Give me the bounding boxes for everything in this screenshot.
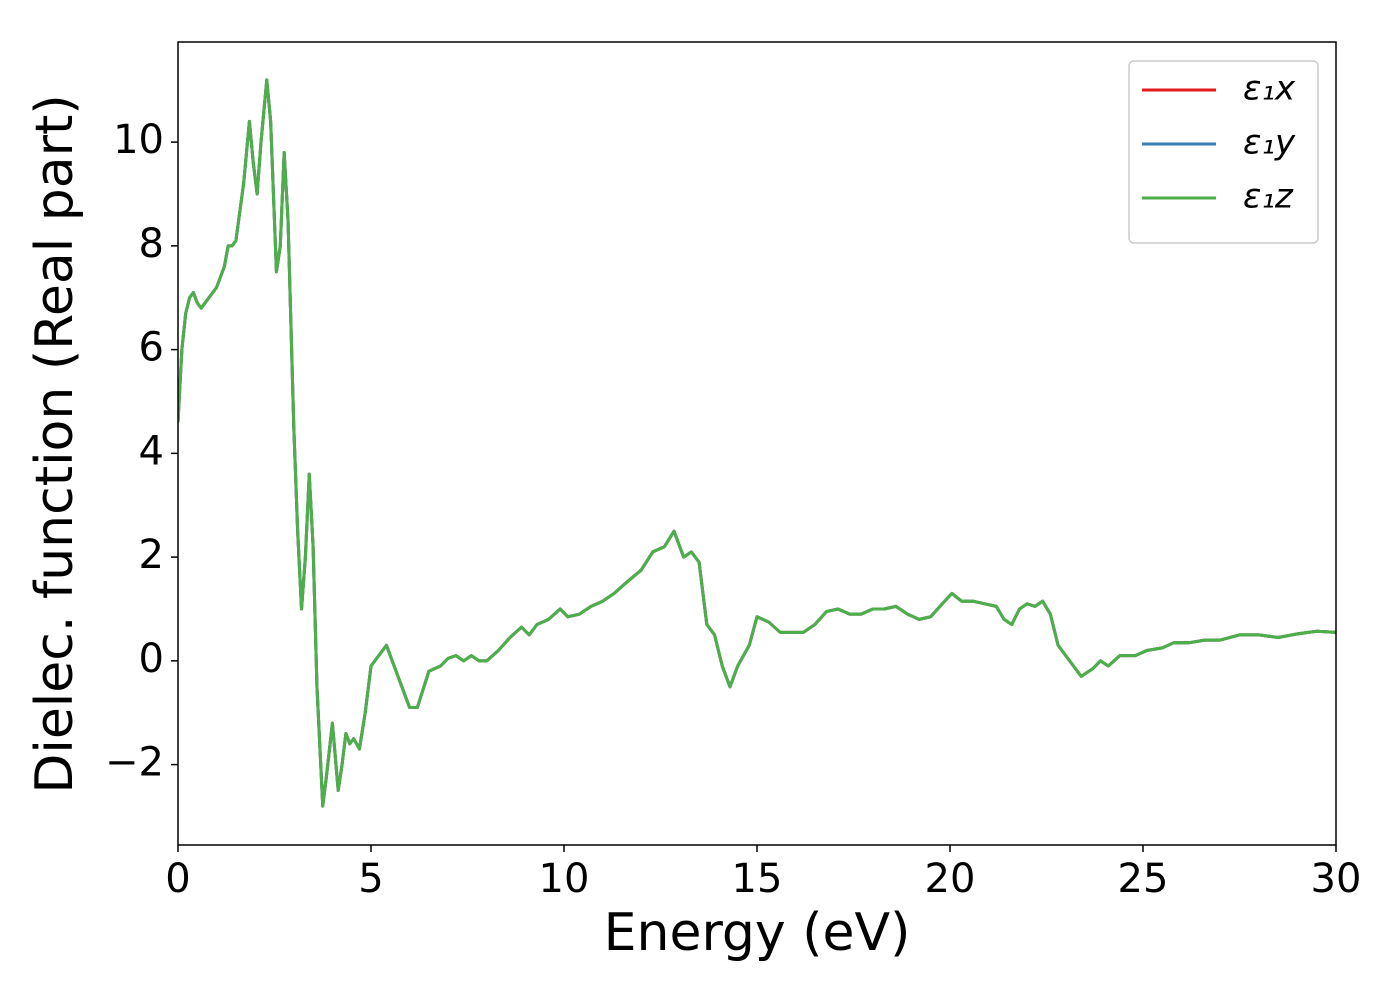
x-tick-label: 5 [358,856,383,902]
y-axis-label: Dielec. function (Real part) [25,94,85,793]
y-tick-label: 0 [139,636,164,682]
x-tick-label: 30 [1311,856,1362,902]
y-tick-label: −2 [105,740,164,786]
y-tick-label: 2 [139,532,164,578]
y-tick-label: 8 [139,221,164,267]
plot-frame [177,41,1337,846]
legend-label: ε₁y [1243,123,1296,163]
x-tick-label: 25 [1118,856,1169,902]
legend-label: ε₁z [1243,177,1294,217]
legend-label: ε₁x [1243,69,1296,109]
series-line [178,78,1336,808]
x-tick-label: 0 [165,856,190,902]
x-tick-label: 10 [539,856,590,902]
x-tick-label: 15 [732,856,783,902]
x-tick-label: 20 [925,856,976,902]
x-axis-label: Energy (eV) [604,903,911,963]
y-tick-label: 6 [139,325,164,371]
y-tick-label: 10 [113,117,164,163]
y-tick-label: 4 [139,428,164,474]
